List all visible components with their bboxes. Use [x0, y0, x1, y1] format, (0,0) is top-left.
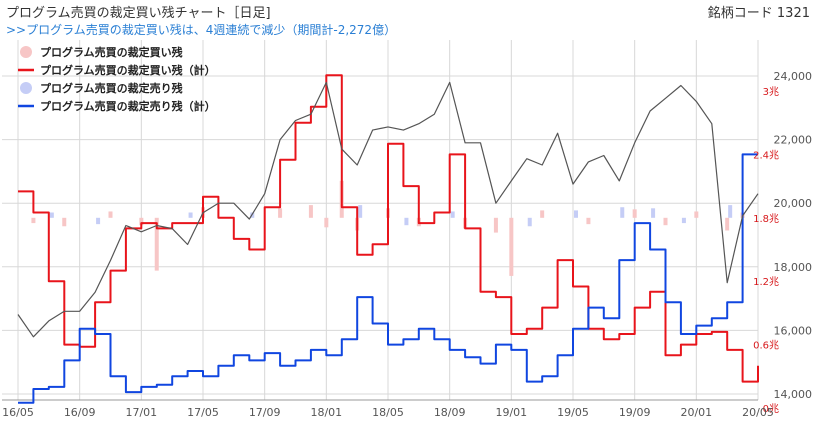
sell-bar [96, 217, 101, 225]
x-tick-label: 16/05 [2, 406, 34, 419]
sell-bar [358, 205, 363, 218]
price-tick-label: 16,000 [774, 324, 813, 337]
x-tick-label: 16/09 [64, 406, 96, 419]
buy-bar [725, 217, 730, 231]
x-tick-label: 20/05 [742, 406, 774, 419]
buy-bar [694, 211, 699, 218]
x-tick-label: 18/09 [434, 406, 466, 419]
buy-bar [586, 217, 591, 225]
axis-labels: 24,000 22,000 20,000 18,000 16,000 14,000 3兆 2.… [2, 70, 812, 419]
legend-label: プログラム売買の裁定買い残（計） [40, 63, 216, 77]
stock-code: 銘柄コード 1321 [707, 6, 810, 21]
x-tick-label: 19/05 [557, 406, 589, 419]
legend-label: プログラム売買の裁定買い残 [40, 45, 183, 59]
x-tick-label: 17/01 [125, 406, 157, 419]
price-tick-label: 18,000 [774, 261, 813, 274]
x-tick-label: 18/01 [310, 406, 342, 419]
buy-bar [139, 217, 144, 226]
cum-tick-label: 0兆 [763, 403, 779, 415]
legend-swatch-dot [20, 82, 32, 94]
sell-bar [728, 205, 733, 218]
buy-bar [663, 217, 668, 226]
sell-bar [404, 217, 409, 226]
sell-bar [574, 210, 578, 218]
legend-label: プログラム売買の裁定売り残（計） [40, 99, 216, 113]
x-tick-label: 18/05 [372, 406, 404, 419]
legend-label: プログラム売買の裁定売り残 [40, 81, 183, 95]
buy-bar [540, 210, 545, 218]
price-tick-label: 24,000 [774, 70, 813, 83]
sell-bar [450, 211, 455, 218]
series-line [18, 74, 759, 383]
buy-bar [31, 217, 36, 224]
buy-bar [108, 211, 113, 218]
price-tick-label: 20,000 [774, 197, 813, 210]
buy-bar [509, 217, 514, 276]
price-tick-label: 14,000 [774, 388, 813, 401]
cum-tick-label: 3兆 [763, 86, 779, 98]
buy-bar [278, 208, 283, 218]
sell-bar [681, 217, 686, 224]
sell-bar [188, 212, 193, 218]
series-line [18, 153, 758, 404]
summary-link[interactable]: >>プログラム売買の裁定買い残は、4週連続で減少（期間計-2,272億） [6, 23, 397, 37]
buy-bar [632, 209, 637, 218]
price-tick-label: 22,000 [774, 134, 813, 147]
series-lines [17, 74, 759, 404]
sell-bar [527, 217, 532, 227]
x-tick-label: 20/01 [680, 406, 712, 419]
buy-bar [154, 217, 159, 271]
series-line [17, 81, 759, 338]
cum-tick-label: 2.4兆 [753, 149, 779, 161]
buy-bar [324, 217, 329, 228]
x-tick-label: 19/09 [619, 406, 651, 419]
cum-tick-label: 0.6兆 [753, 340, 779, 352]
cum-tick-label: 1.8兆 [753, 213, 779, 225]
sell-bar [49, 212, 54, 218]
x-tick-label: 17/09 [249, 406, 281, 419]
sell-bar [651, 208, 656, 218]
legend-swatch-dot [20, 46, 32, 58]
buy-bar [493, 217, 498, 233]
sell-bar [620, 207, 625, 218]
chart-title: プログラム売買の裁定買い残チャート［日足] [6, 6, 271, 21]
x-tick-label: 17/05 [187, 406, 219, 419]
buy-bar [308, 205, 313, 218]
cum-tick-label: 1.2兆 [753, 276, 779, 288]
buy-bar [62, 217, 67, 227]
x-tick-label: 19/01 [495, 406, 527, 419]
